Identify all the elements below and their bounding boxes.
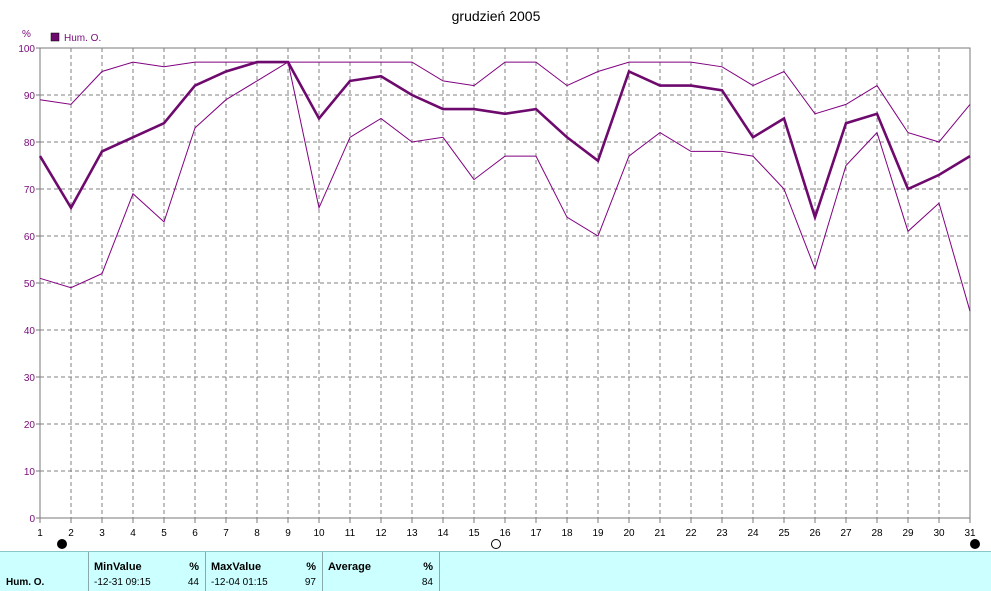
max-value-column: MaxValue % -12-04 01:15 97: [206, 552, 323, 591]
x-tick-label: 14: [437, 528, 449, 539]
x-tick-label: 12: [375, 528, 387, 539]
legend-swatch: [50, 32, 60, 42]
y-tick-label: 80: [24, 138, 36, 149]
filled-marker: [970, 539, 980, 549]
y-tick-label: 50: [24, 279, 36, 290]
max-value-time: -12-04 01:15: [211, 577, 268, 588]
x-tick-label: 18: [561, 528, 573, 539]
legend-label: Hum. O.: [64, 33, 101, 44]
y-tick-label: 90: [24, 91, 36, 102]
min-value-header: MinValue: [94, 561, 142, 573]
x-tick-label: 25: [778, 528, 790, 539]
x-tick-label: 28: [871, 528, 883, 539]
x-tick-label: 1: [37, 528, 43, 539]
stats-row-label: Hum. O.: [6, 577, 45, 588]
x-tick-label: 23: [716, 528, 728, 539]
stats-label-column: Hum. O.: [0, 552, 89, 591]
series-line-average: [38, 60, 971, 222]
x-tick-label: 30: [933, 528, 945, 539]
min-value-column: MinValue % -12-31 09:15 44: [89, 552, 206, 591]
series-line-min: [39, 61, 971, 312]
x-tick-label: 26: [809, 528, 821, 539]
y-tick-label: 0: [29, 514, 35, 525]
x-tick-label: 19: [592, 528, 604, 539]
x-tick-label: 16: [499, 528, 511, 539]
average-header: Average: [328, 561, 372, 573]
max-value-number: 97: [304, 577, 316, 588]
x-tick-label: 22: [685, 528, 697, 539]
x-tick-label: 17: [530, 528, 542, 539]
filled-marker: [57, 539, 67, 549]
x-tick-label: 2: [68, 528, 74, 539]
y-tick-label: 10: [24, 467, 36, 478]
max-value-header: MaxValue: [211, 561, 262, 573]
x-tick-label: 4: [130, 528, 136, 539]
x-tick-label: 6: [192, 528, 198, 539]
y-tick-label: 30: [24, 373, 36, 384]
x-tick-label: 31: [964, 528, 976, 539]
x-tick-label: 24: [747, 528, 759, 539]
x-tick-label: 13: [406, 528, 418, 539]
x-tick-label: 3: [99, 528, 105, 539]
stats-panel: Hum. O. MinValue % -12-31 09:15 44 MaxVa…: [0, 551, 991, 591]
x-tick-label: 8: [254, 528, 260, 539]
min-value-number: 44: [187, 577, 199, 588]
y-axis-unit: %: [22, 29, 31, 40]
x-tick-label: 5: [161, 528, 167, 539]
x-tick-label: 11: [345, 528, 356, 539]
chart-title: grudzień 2005: [452, 8, 541, 24]
y-tick-label: 20: [24, 420, 36, 431]
average-number: 84: [421, 577, 433, 588]
series-line-max: [39, 61, 971, 143]
x-tick-label: 15: [468, 528, 480, 539]
x-tick-label: 7: [223, 528, 229, 539]
x-tick-label: 21: [654, 528, 666, 539]
open-marker: [491, 539, 501, 549]
x-tick-label: 10: [313, 528, 325, 539]
y-tick-label: 70: [24, 185, 36, 196]
min-value-unit: %: [189, 561, 199, 573]
x-tick-label: 9: [285, 528, 291, 539]
x-tick-label: 29: [902, 528, 914, 539]
min-value-time: -12-31 09:15: [94, 577, 151, 588]
average-unit: %: [423, 561, 433, 573]
y-tick-label: 40: [24, 326, 36, 337]
max-value-unit: %: [306, 561, 316, 573]
humidity-chart: grudzień 2005 % Hum. O. 0 10 20 30 40 50 60 70 8…: [18, 8, 980, 549]
y-tick-label: 60: [24, 232, 36, 243]
x-tick-label: 27: [840, 528, 852, 539]
y-tick-label: 100: [18, 44, 35, 55]
x-tick-label: 20: [623, 528, 635, 539]
average-column: Average % 84: [323, 552, 440, 591]
